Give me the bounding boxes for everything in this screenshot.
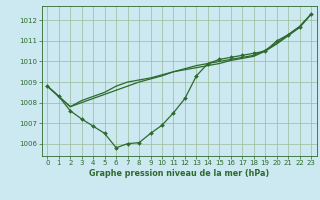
X-axis label: Graphe pression niveau de la mer (hPa): Graphe pression niveau de la mer (hPa) bbox=[89, 169, 269, 178]
